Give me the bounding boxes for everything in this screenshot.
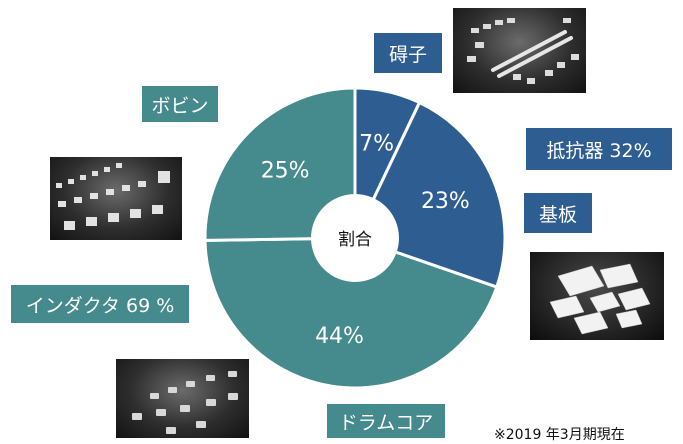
drum-core-parts-photo — [116, 359, 249, 438]
pie-center-label: 割合 — [338, 230, 372, 250]
pie-slice-value-label-2: 44% — [315, 324, 364, 349]
pie-center-hole — [311, 194, 399, 282]
category-label-inductor: インダクタ 69 % — [11, 285, 189, 323]
pie-slice-value-label-0: 7% — [359, 131, 394, 156]
category-label-insulator: 碍子 — [374, 33, 442, 73]
pie-slice-2 — [203, 236, 499, 390]
category-label-drum-core: ドラムコア — [327, 404, 445, 438]
insulator-parts-photo — [453, 8, 586, 93]
pie-slice-3 — [203, 86, 357, 242]
substrate-plates-photo — [530, 252, 664, 340]
pie-slice-value-label-1: 23% — [421, 189, 470, 214]
category-label-substrate: 基板 — [524, 193, 592, 233]
category-label-bobbin: ボビン — [142, 86, 218, 122]
pie-slice-value-label-3: 25% — [261, 158, 310, 183]
category-label-resistor: 抵抗器 32% — [526, 128, 672, 170]
bobbin-parts-photo — [50, 157, 182, 240]
footnote: ※2019 年3月期現在 — [494, 427, 625, 443]
